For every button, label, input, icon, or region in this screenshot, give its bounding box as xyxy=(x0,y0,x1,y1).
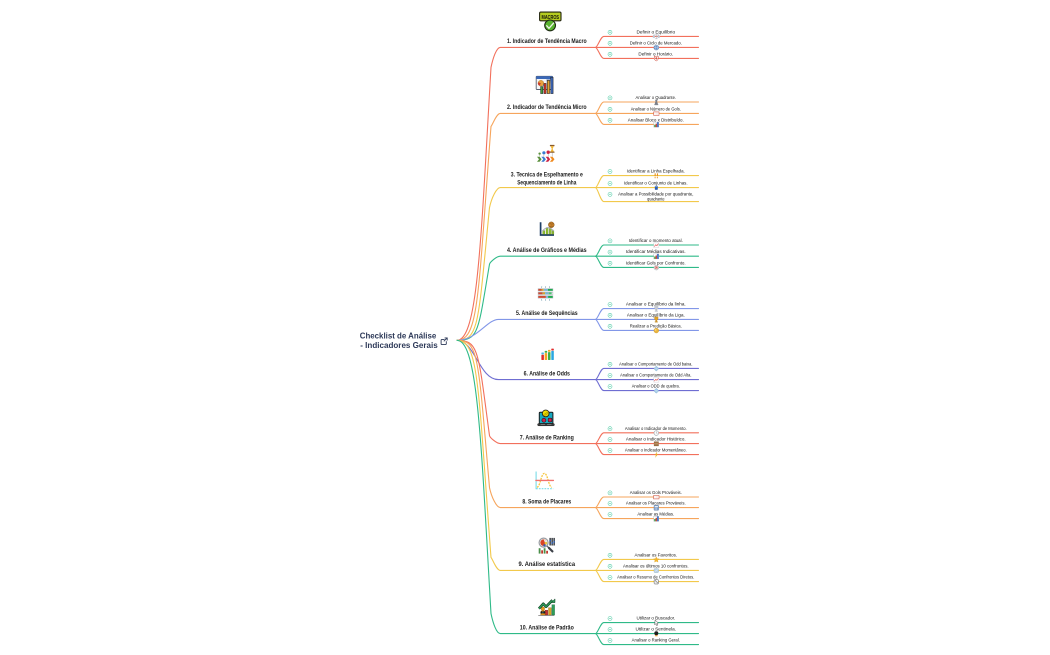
svg-text:4. Análise de Gráficos e Média: 4. Análise de Gráficos e Médias xyxy=(507,247,587,254)
svg-text:MACROS: MACROS xyxy=(542,15,560,21)
svg-text:Identificar Médias Indicativas: Identificar Médias Indicativas. xyxy=(626,249,686,254)
svg-text:3. Tecnica de Espelhamento e: 3. Tecnica de Espelhamento e xyxy=(511,171,583,178)
svg-text:8. Soma de Placares: 8. Soma de Placares xyxy=(522,498,571,505)
svg-text:Analisar o Indicador Momentâne: Analisar o Indicador Momentâneo. xyxy=(625,448,687,453)
svg-text:Analisar o Equilíbrio da linha: Analisar o Equilíbrio da linha. xyxy=(626,302,686,307)
svg-text:9. Análise estatística: 9. Análise estatística xyxy=(519,561,576,568)
svg-text:Utilizar o Sentinela.: Utilizar o Sentinela. xyxy=(636,627,677,632)
svg-text:quadrante: quadrante xyxy=(647,196,665,201)
svg-text:Realizar a Predição Básica.: Realizar a Predição Básica. xyxy=(630,323,682,328)
svg-text:Analisar o Indicador de Moment: Analisar o Indicador de Momento. xyxy=(625,426,687,431)
svg-text:10. Análise de Padrão: 10. Análise de Padrão xyxy=(520,624,574,631)
svg-text:5. Análise de Sequências: 5. Análise de Sequências xyxy=(516,310,578,317)
svg-text:Sequenciamento de Linha: Sequenciamento de Linha xyxy=(517,179,576,186)
svg-text:Checklist de Análise: Checklist de Análise xyxy=(360,332,437,341)
svg-text:Analisar os Placares Prováveis: Analisar os Placares Prováveis. xyxy=(626,501,686,506)
svg-text:Identificar Gols por Confronto: Identificar Gols por Confronto. xyxy=(626,260,686,265)
svg-text:Identificar a Linha Espelhada.: Identificar a Linha Espelhada. xyxy=(627,169,685,174)
svg-text:Identificar o Conjunto de Linh: Identificar o Conjunto de Linhas. xyxy=(624,181,688,186)
svg-text:7. Análise de Ranking: 7. Análise de Ranking xyxy=(520,434,574,441)
svg-text:Analisar o Comportamento de Od: Analisar o Comportamento de Odd baixa. xyxy=(619,361,692,366)
svg-text:Analisar a Possibilidade por q: Analisar a Possibilidade por quadrante, xyxy=(618,192,693,197)
svg-text:Utilizar o Buscador.: Utilizar o Buscador. xyxy=(637,616,676,621)
svg-text:Analisar o Quadrante.: Analisar o Quadrante. xyxy=(636,95,677,100)
svg-text:Analisar o Ranking Geral.: Analisar o Ranking Geral. xyxy=(632,638,680,643)
svg-text:Analisar o Indicador Histórico: Analisar o Indicador Histórico. xyxy=(626,437,686,442)
svg-text:Analisar Bloco x Distribuído.: Analisar Bloco x Distribuído. xyxy=(628,117,684,122)
svg-text:Analisar o ODD de quebra.: Analisar o ODD de quebra. xyxy=(632,384,680,389)
svg-text:Analisar os Favoritos.: Analisar os Favoritos. xyxy=(635,552,678,557)
svg-text:Definir o Ciclo de Mercado.: Definir o Ciclo de Mercado. xyxy=(630,40,682,45)
svg-text:Analisar o Resumo de Confronto: Analisar o Resumo de Confrontos Diretos. xyxy=(617,575,694,580)
svg-text:6. Análise de Odds: 6. Análise de Odds xyxy=(524,370,571,377)
svg-text:- Indicadores Gerais: - Indicadores Gerais xyxy=(360,341,438,350)
svg-text:Definir o Equilíbrio: Definir o Equilíbrio xyxy=(637,29,676,34)
svg-text:Analisar o Equilíbrio da Liga.: Analisar o Equilíbrio da Liga. xyxy=(627,312,685,317)
svg-text:Analisar o Número de Gols.: Analisar o Número de Gols. xyxy=(631,106,681,111)
svg-text:Analisar os últimos 10 confron: Analisar os últimos 10 confrontos. xyxy=(623,563,689,568)
svg-text:Identificar o momento atual.: Identificar o momento atual. xyxy=(629,238,683,243)
svg-text:Analisar as Médias.: Analisar as Médias. xyxy=(637,512,674,517)
svg-text:Analisar o Comportamento de Od: Analisar o Comportamento de Odd Alta. xyxy=(620,373,691,378)
svg-text:Definir o Horário.: Definir o Horário. xyxy=(638,51,673,56)
svg-text:Analisar os Gols Prováveis.: Analisar os Gols Prováveis. xyxy=(630,490,682,495)
svg-text:2. Indicador de Tendência Micr: 2. Indicador de Tendência Micro xyxy=(507,104,587,111)
svg-text:1. Indicador de Tendência Macr: 1. Indicador de Tendência Macro xyxy=(507,38,587,45)
